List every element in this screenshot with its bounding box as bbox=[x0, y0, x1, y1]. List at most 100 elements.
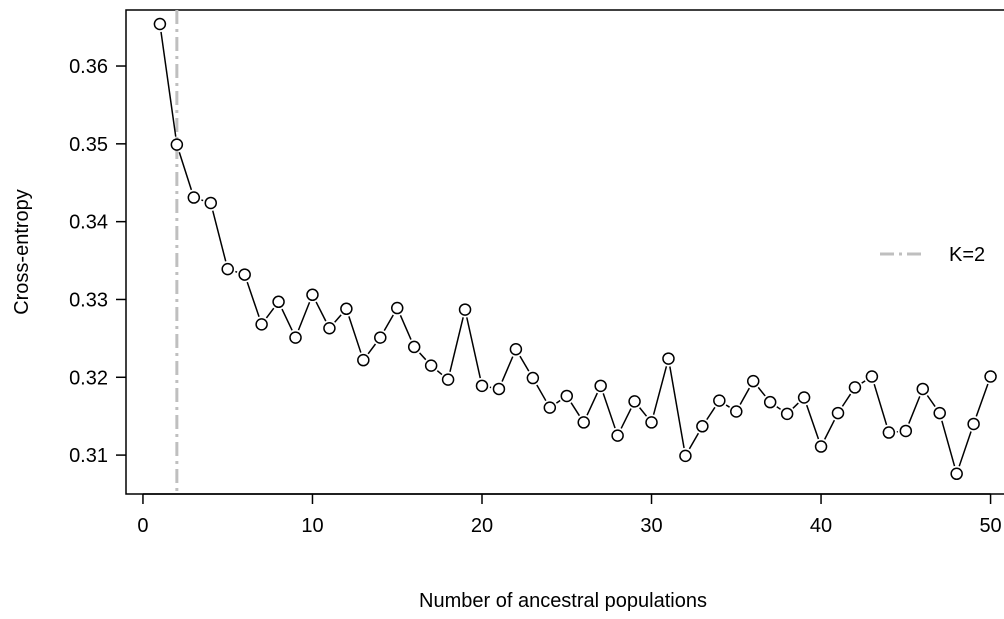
series-segment bbox=[436, 370, 443, 376]
data-point bbox=[340, 302, 353, 316]
data-point bbox=[780, 407, 794, 421]
series-segment bbox=[201, 199, 204, 202]
data-point bbox=[713, 394, 726, 407]
series-segment bbox=[419, 352, 427, 361]
data-point bbox=[170, 138, 184, 151]
series-segment bbox=[586, 392, 598, 416]
y-tick-label: 0.32 bbox=[69, 367, 108, 389]
x-axis: 0 10 20 30 40 50 bbox=[137, 493, 1002, 537]
x-tick-label: 40 bbox=[810, 515, 832, 537]
data-point bbox=[899, 424, 913, 438]
series-segment bbox=[246, 281, 260, 318]
data-point bbox=[424, 359, 438, 372]
data-point bbox=[323, 322, 336, 335]
series-segment bbox=[861, 380, 866, 384]
data-point bbox=[730, 405, 743, 418]
legend: K=2 bbox=[880, 244, 985, 266]
data-point bbox=[509, 343, 523, 356]
data-point bbox=[696, 420, 709, 433]
data-point bbox=[357, 353, 370, 367]
y-tick-label: 0.31 bbox=[69, 445, 108, 467]
data-point bbox=[526, 371, 540, 385]
data-point bbox=[882, 426, 896, 439]
x-tick-label: 20 bbox=[471, 515, 493, 537]
y-axis-label: Cross-entropy bbox=[11, 189, 33, 315]
series-segment bbox=[725, 404, 730, 408]
series-segment bbox=[652, 366, 668, 415]
x-tick-label: 50 bbox=[979, 515, 1001, 537]
series-segment bbox=[555, 399, 561, 404]
data-point bbox=[611, 429, 624, 442]
data-point bbox=[763, 395, 777, 409]
series-segment bbox=[334, 314, 342, 323]
data-point bbox=[458, 303, 472, 316]
y-tick-label: 0.33 bbox=[69, 289, 108, 311]
series-segment bbox=[297, 301, 311, 331]
series-segment bbox=[466, 317, 481, 379]
data-point bbox=[679, 449, 692, 463]
data-point bbox=[475, 379, 489, 393]
data-point bbox=[492, 382, 506, 396]
data-point bbox=[662, 352, 675, 365]
series-segment bbox=[367, 343, 377, 355]
series-segment bbox=[235, 270, 238, 273]
series-segment bbox=[399, 315, 412, 340]
data-point bbox=[306, 288, 319, 302]
data-point bbox=[984, 370, 997, 383]
data-point bbox=[865, 370, 879, 383]
series-segment bbox=[706, 406, 716, 421]
data-point bbox=[628, 395, 641, 408]
data-point bbox=[543, 401, 557, 414]
data-point bbox=[153, 17, 167, 31]
data-point bbox=[238, 268, 251, 281]
series-segment bbox=[602, 393, 616, 429]
series-segment bbox=[776, 406, 781, 410]
data-point bbox=[916, 382, 930, 396]
data-point bbox=[797, 391, 811, 404]
data-point bbox=[967, 417, 980, 431]
series-segment bbox=[501, 356, 514, 382]
x-tick-label: 10 bbox=[301, 515, 323, 537]
series-segment bbox=[941, 420, 956, 467]
series-segment bbox=[806, 404, 820, 440]
series-segment bbox=[348, 316, 362, 353]
legend-label: K=2 bbox=[949, 244, 985, 266]
data-point bbox=[933, 406, 946, 420]
data-point bbox=[255, 318, 268, 331]
series-segment bbox=[160, 31, 177, 137]
series-segment bbox=[792, 402, 799, 409]
series-segment bbox=[926, 395, 936, 407]
data-point bbox=[594, 379, 607, 393]
data-point bbox=[814, 440, 828, 453]
series-segment bbox=[823, 419, 836, 440]
data-point bbox=[645, 416, 658, 429]
series-segment bbox=[536, 384, 547, 402]
plot-frame bbox=[125, 9, 1004, 495]
data-point bbox=[746, 374, 760, 388]
data-point bbox=[848, 381, 862, 394]
series-segment bbox=[620, 408, 632, 429]
series-segment bbox=[281, 308, 293, 331]
x-axis-label: Number of ancestral populations bbox=[419, 590, 707, 612]
data-point bbox=[560, 389, 574, 403]
data-point bbox=[204, 196, 218, 210]
series-segment bbox=[757, 386, 766, 397]
series-segment bbox=[212, 210, 227, 262]
series-segment bbox=[570, 402, 581, 417]
series-points bbox=[153, 17, 997, 481]
series-segment bbox=[908, 396, 921, 424]
series-segment bbox=[519, 355, 530, 372]
series-segment bbox=[383, 314, 394, 332]
data-point bbox=[831, 406, 845, 420]
series-segment bbox=[178, 152, 193, 191]
data-point bbox=[950, 467, 963, 481]
series-segment bbox=[669, 366, 685, 449]
series-segment bbox=[688, 432, 700, 450]
series-segment bbox=[315, 301, 327, 322]
series-segment bbox=[958, 431, 972, 467]
series-line-segments bbox=[160, 31, 989, 467]
data-point bbox=[577, 416, 590, 429]
series-segment bbox=[265, 307, 275, 319]
x-tick-label: 0 bbox=[137, 515, 148, 537]
